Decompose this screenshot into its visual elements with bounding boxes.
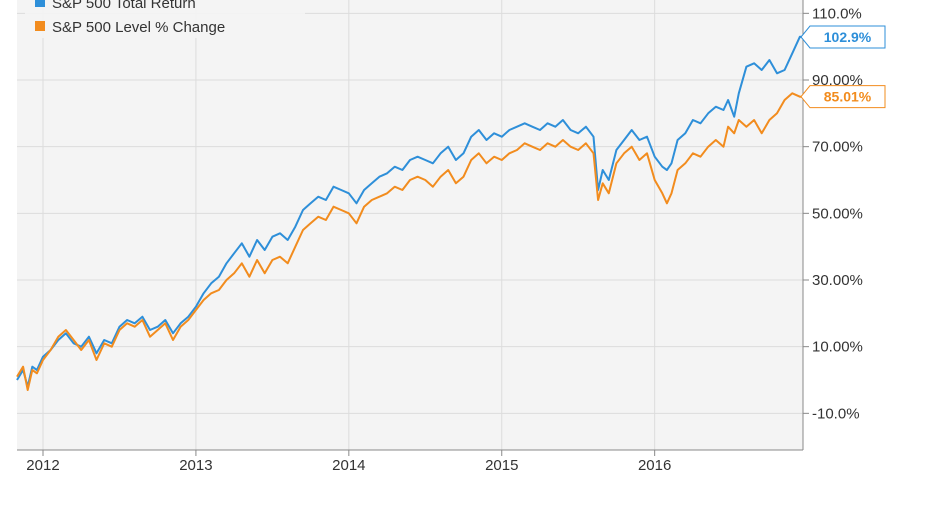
end-label-box-1	[800, 25, 886, 49]
legend-label-1: S&P 500 Total Return	[52, 0, 196, 12]
x-tick-label: 2016	[638, 457, 671, 474]
x-tick-label: 2014	[332, 457, 365, 474]
x-tick-label: 2012	[26, 457, 59, 474]
y-tick-label: 90.00%	[812, 72, 863, 89]
y-tick-label: 30.00%	[812, 272, 863, 289]
end-labels: 102.9% 85.01%	[800, 25, 886, 109]
end-label-box-2	[800, 85, 886, 109]
series-line-2	[16, 92, 804, 391]
end-label-2: 85.01%	[824, 89, 872, 105]
series-lines	[16, 35, 804, 391]
legend: S&P 500 Total Return S&P 500 Level % Chan…	[25, 0, 305, 38]
y-tick-label: 110.0%	[812, 5, 862, 22]
x-tick-label: 2013	[179, 457, 212, 474]
axes: 110.0% 90.00% 70.00% 50.00% 30.00% 10.00% -10.…	[17, 0, 863, 474]
x-tick-label: 2015	[485, 457, 518, 474]
plot-area	[17, 0, 803, 450]
plot-area-fill	[17, 0, 803, 450]
y-tick-label: 70.00%	[812, 139, 863, 156]
end-label-1: 102.9%	[824, 29, 872, 45]
legend-label-2: S&P 500 Level % Change	[52, 19, 225, 36]
grid-lines	[17, 0, 803, 450]
legend-swatch-2	[35, 21, 45, 31]
legend-background	[25, 0, 305, 38]
y-tick-label: 50.00%	[812, 205, 863, 222]
series-line-1	[16, 35, 804, 388]
y-tick-label: -10.0%	[812, 405, 860, 422]
y-tick-label: 10.00%	[812, 339, 863, 356]
legend-swatch-1	[35, 0, 45, 7]
